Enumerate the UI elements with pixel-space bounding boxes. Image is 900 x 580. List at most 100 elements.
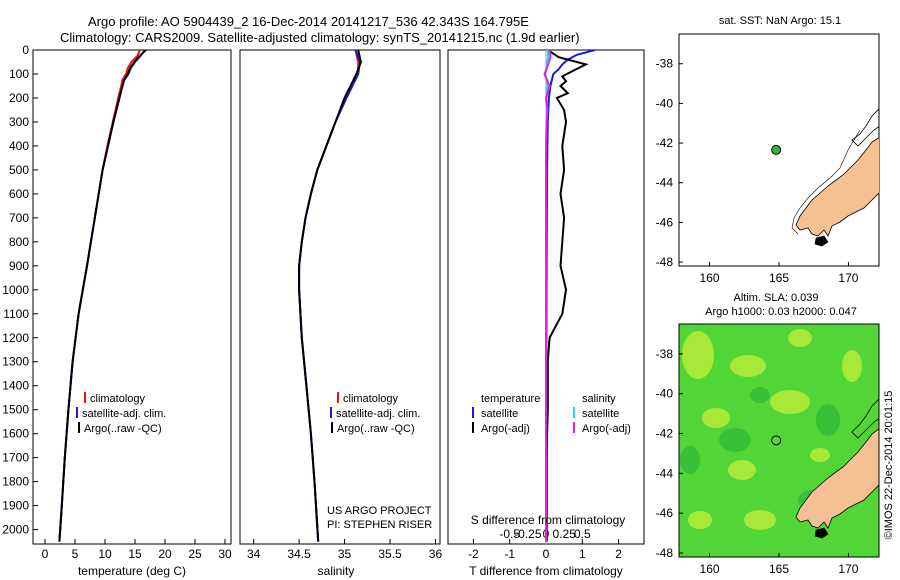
legend-climatology-label: climatology (90, 393, 146, 405)
difference-line-temperature-satellite (545, 50, 596, 542)
temperature-tick-label: 30 (218, 547, 232, 561)
legend-climatology-swatch (337, 392, 339, 403)
legend-t-argo-label: Argo(-adj) (481, 423, 530, 435)
coastline-offshore-contour (791, 129, 861, 235)
temperature-legend: climatology satellite-adj. clim. Argo(..… (76, 392, 166, 435)
coastline-north-island (851, 108, 879, 147)
s-difference-label: S difference from climatology (471, 513, 626, 527)
depth-tick-label: 1500 (2, 403, 29, 417)
salinity-tick-label: 36 (429, 547, 443, 561)
t-difference-tick-label: 2 (615, 547, 622, 561)
latitude-tick-label: -40 (656, 96, 674, 110)
imos-watermark: ©IMOS 22-Dec-2014 20:01:15 (883, 391, 895, 540)
latitude-tick-label: -48 (656, 546, 674, 560)
depth-tick-label: 1000 (2, 283, 29, 297)
legend-s-satellite-label: satellite (582, 408, 619, 420)
longitude-tick-label: 165 (769, 562, 789, 576)
figure-title-line2: Climatology: CARS2009. Satellite-adjuste… (60, 30, 580, 45)
legend-temperature-title: temperature (481, 393, 540, 405)
legend-t-satellite-label: satellite (481, 408, 518, 420)
temperature-tick-label: 10 (98, 547, 112, 561)
latitude-tick-label: -40 (656, 387, 674, 401)
latitude-tick-label: -42 (656, 427, 674, 441)
legend-satellite-swatch (76, 407, 78, 418)
t-difference-tick-label: 0 (543, 547, 550, 561)
depth-tick-label: 900 (9, 259, 29, 273)
legend-argo-swatch (78, 422, 80, 433)
legend-s-argo-swatch (573, 422, 575, 433)
sla-map-x-axis: 160 165 170 (700, 553, 859, 576)
salinity-tick-label: 34 (247, 547, 261, 561)
temperature-x-axis: 0 5 10 15 20 25 30 (42, 539, 232, 561)
temperature-line-satellite-adj-clim (58, 50, 146, 542)
depth-tick-label: 700 (9, 211, 29, 225)
legend-t-argo-swatch (472, 422, 474, 433)
stewart-island (814, 527, 829, 539)
salinity-line-satellite-adj-clim (298, 50, 362, 542)
sst-map-panel: sat. SST: NaN Argo: 15.1 160 165 170 -38 -4… (656, 15, 880, 285)
sla-map-panel: Altim. SLA: 0.039 Argo h1000: 0.03 h2000… (656, 292, 880, 576)
legend-argo-label: Argo(..raw -QC) (337, 423, 415, 435)
depth-tick-label: 100 (9, 67, 29, 81)
depth-tick-label: 1400 (2, 379, 29, 393)
longitude-tick-label: 170 (838, 271, 858, 285)
stewart-island (814, 235, 829, 247)
longitude-tick-label: 170 (838, 562, 858, 576)
salinity-profiles (298, 50, 362, 542)
depth-tick-label: 2000 (2, 523, 29, 537)
salinity-line-argo-raw-qc (298, 50, 362, 542)
salinity-tick-label: 35 (338, 547, 352, 561)
depth-tick-label: 1300 (2, 355, 29, 369)
sst-map-title: sat. SST: NaN Argo: 15.1 (719, 15, 841, 27)
legend-argo-label: Argo(..raw -QC) (84, 423, 162, 435)
depth-tick-label: 200 (9, 91, 29, 105)
south-island-landmass (795, 137, 879, 237)
temperature-tick-label: 0 (42, 547, 49, 561)
t-difference-tick-label: -1 (504, 547, 515, 561)
salinity-x-axis: 34 34.5 35 35.5 36 (247, 539, 442, 561)
south-island-landmass (795, 428, 879, 529)
temperature-tick-label: 20 (158, 547, 172, 561)
temperature-line-argo-raw-qc (58, 50, 147, 542)
s-difference-tick-label: -0.5 (499, 527, 520, 541)
salinity-tick-label: 35.5 (378, 547, 402, 561)
temperature-line-climatology (58, 50, 141, 542)
depth-tick-label: 300 (9, 115, 29, 129)
s-difference-tick-label: -0.25 (514, 527, 542, 541)
legend-s-argo-label: Argo(-adj) (582, 423, 631, 435)
sla-highs (682, 329, 862, 530)
depth-tick-label: 1100 (3, 307, 29, 321)
figure-title-line1: Argo profile: AO 5904439_2 16-Dec-2014 2… (88, 14, 529, 29)
salinity-line-climatology (298, 50, 360, 542)
legend-satellite-label: satellite-adj. clim. (82, 408, 166, 420)
t-difference-xlabel: T difference from climatology (469, 564, 623, 578)
temperature-tick-label: 25 (188, 547, 202, 561)
sla-map-title-line2: Argo h1000: 0.03 h2000: 0.047 (705, 306, 857, 318)
t-difference-tick-label: -2 (468, 547, 479, 561)
depth-tick-label: 500 (9, 163, 29, 177)
longitude-tick-label: 160 (700, 562, 720, 576)
s-difference-tick-label: 0.5 (574, 527, 591, 541)
depth-tick-label: 600 (9, 187, 29, 201)
project-annotation: US ARGO PROJECT (327, 505, 432, 517)
depth-tick-label: 1700 (2, 451, 29, 465)
depth-tick-label: 0 (22, 43, 29, 57)
argo-location-marker (771, 435, 782, 446)
legend-satellite-label: satellite-adj. clim. (336, 408, 420, 420)
latitude-tick-label: -48 (656, 255, 674, 269)
latitude-tick-label: -46 (656, 215, 674, 229)
sst-map-x-axis: 160 165 170 (700, 262, 859, 285)
salinity-panel: 34 34.5 35 35.5 36 salinity climatology sate… (239, 49, 442, 578)
depth-tick-label: 1900 (2, 499, 29, 513)
depth-tick-label: 1800 (2, 475, 29, 489)
s-difference-tick-label: 0.25 (552, 527, 576, 541)
sst-map-y-axis: -38 -40 -42 -44 -46 -48 (656, 57, 683, 269)
temperature-axes-frame (32, 49, 232, 545)
latitude-tick-label: -44 (656, 176, 674, 190)
legend-argo-swatch (331, 422, 333, 433)
salinity-axes-frame (239, 49, 441, 545)
difference-line-salinity-argo-adj (543, 50, 552, 542)
coastline-north-island (851, 398, 879, 439)
